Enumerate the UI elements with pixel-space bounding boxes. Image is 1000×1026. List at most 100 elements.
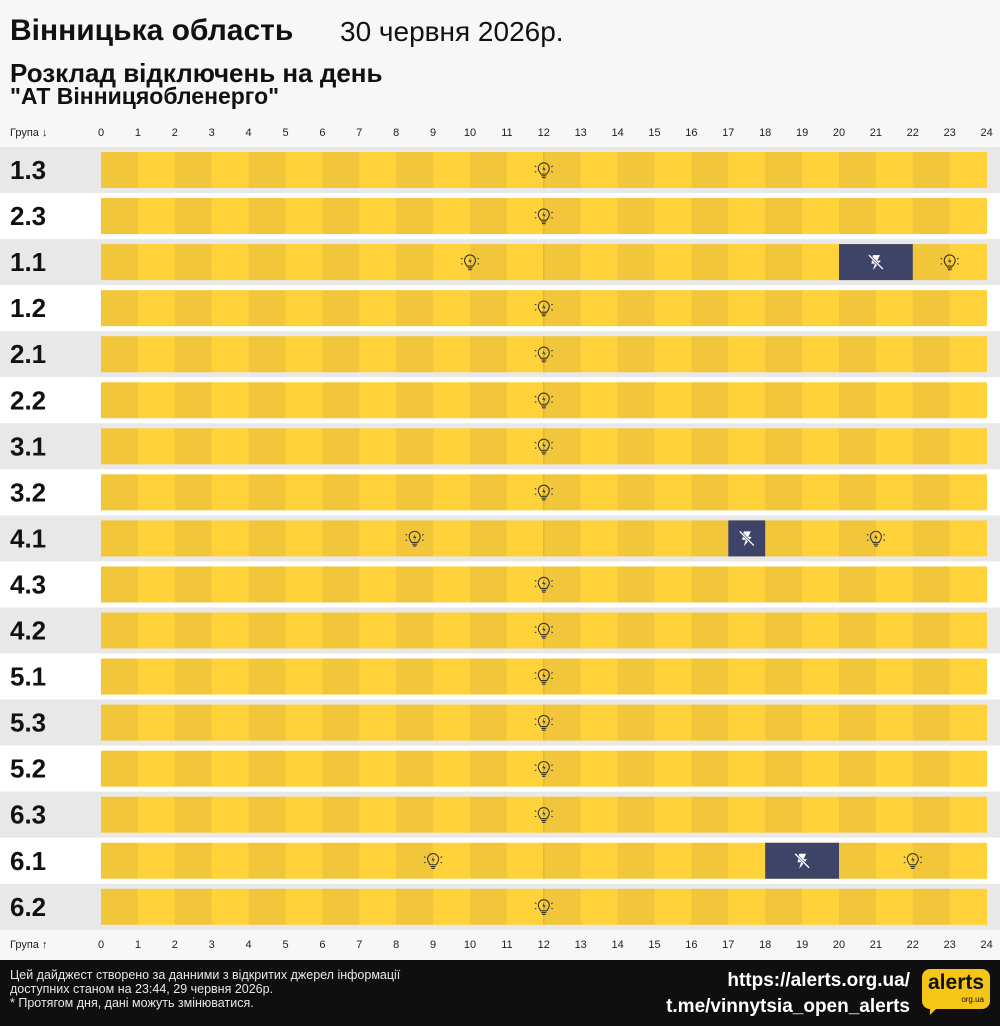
on-cell: [617, 842, 655, 879]
on-cell: [433, 658, 471, 695]
bulb-ray: [940, 257, 943, 260]
on-cell: [285, 152, 323, 188]
bulb-glass: [906, 853, 919, 866]
on-cell: [875, 520, 914, 557]
on-cell: [285, 612, 323, 649]
on-cell: [543, 612, 582, 649]
on-cell: [875, 152, 914, 188]
on-cell: [802, 428, 840, 465]
on-cell: [285, 428, 323, 465]
on-cell: [506, 842, 545, 879]
on-cell: [322, 244, 360, 281]
on-cell: [101, 198, 139, 235]
on-cell: [765, 290, 803, 327]
hour-tick-label-bottom: 5: [282, 939, 288, 951]
bulb-glass: [408, 530, 421, 543]
bulb-ray: [421, 533, 424, 536]
on-cell: [949, 566, 987, 603]
on-cell: [765, 704, 803, 741]
on-cell: [359, 474, 397, 511]
on-cell: [174, 842, 213, 879]
hour-tick-label-bottom: 9: [430, 939, 436, 951]
light-bulb-icon: [534, 714, 554, 731]
on-cell: [654, 474, 692, 511]
on-cell: [912, 520, 951, 557]
on-cell: [728, 290, 766, 327]
on-cell: [691, 428, 729, 465]
on-cell: [285, 382, 323, 419]
footer-note-line: Цей дайджест створено за данними з відкр…: [10, 968, 401, 982]
no-power-icon: [794, 852, 811, 869]
on-cell: [174, 198, 213, 235]
group-label: 2.2: [10, 385, 46, 415]
on-cell: [802, 382, 840, 419]
on-cell: [433, 888, 471, 925]
on-cell: [248, 842, 286, 879]
on-cell: [211, 658, 249, 695]
on-cell: [101, 244, 139, 281]
group-label-top: Група ↓: [10, 127, 47, 139]
on-cell: [470, 520, 508, 557]
on-cell: [101, 750, 139, 787]
bulb-ray: [920, 856, 923, 858]
on-cell: [137, 198, 176, 235]
hour-tick-label-bottom: 19: [796, 939, 808, 951]
on-cell: [137, 244, 176, 281]
on-cell: [765, 336, 803, 373]
on-cell: [359, 336, 397, 373]
group-label-bottom: Група ↑: [10, 939, 47, 951]
bulb-ray: [440, 856, 443, 858]
on-cell: [101, 704, 139, 741]
on-cell: [691, 796, 729, 833]
hour-tick-label-top: 21: [870, 127, 882, 139]
on-cell: [949, 612, 987, 649]
on-cell: [580, 152, 618, 188]
on-cell: [543, 704, 582, 741]
on-cell: [396, 750, 434, 787]
on-cell: [359, 796, 397, 833]
on-cell: [617, 704, 655, 741]
site-link[interactable]: https://alerts.org.ua/: [727, 970, 910, 991]
no-power-icon: [867, 254, 884, 271]
on-cell: [617, 244, 655, 281]
bulb-bolt: [542, 349, 546, 357]
hour-tick-label-top: 11: [501, 127, 512, 139]
on-cell: [543, 520, 582, 557]
on-cell: [433, 198, 471, 235]
on-cell: [802, 750, 840, 787]
on-cell: [248, 290, 286, 327]
bulb-ray: [551, 810, 554, 812]
hour-tick-label-bottom: 7: [356, 939, 362, 951]
on-cell: [802, 796, 840, 833]
light-bulb-icon: [534, 392, 554, 409]
hour-tick-label-bottom: 6: [319, 939, 325, 951]
hour-tick-label-top: 23: [944, 127, 956, 139]
on-cell: [839, 796, 877, 833]
group-label: 4.1: [10, 523, 46, 553]
bulb-ray: [551, 487, 554, 490]
on-cell: [248, 612, 286, 649]
on-cell: [949, 152, 987, 188]
hour-tick-label-top: 13: [575, 127, 587, 139]
on-cell: [839, 842, 877, 879]
on-cell: [359, 612, 397, 649]
on-cell: [691, 612, 729, 649]
no-power-slash: [739, 530, 755, 546]
on-cell: [396, 474, 434, 511]
on-cell: [396, 566, 434, 603]
on-cell: [949, 750, 987, 787]
on-cell: [912, 658, 951, 695]
hour-tick-label-bottom: 13: [575, 939, 587, 951]
hour-tick-label-top: 17: [722, 127, 734, 139]
telegram-link[interactable]: t.me/vinnytsia_open_alerts: [666, 996, 910, 1017]
on-cell: [359, 198, 397, 235]
on-cell: [765, 198, 803, 235]
light-bulb-icon: [534, 484, 554, 501]
on-cell: [875, 198, 914, 235]
on-cell: [174, 336, 213, 373]
on-cell: [949, 842, 987, 879]
bulb-glass: [463, 254, 477, 267]
on-cell: [765, 382, 803, 419]
on-cell: [580, 750, 618, 787]
on-cell: [396, 244, 434, 281]
